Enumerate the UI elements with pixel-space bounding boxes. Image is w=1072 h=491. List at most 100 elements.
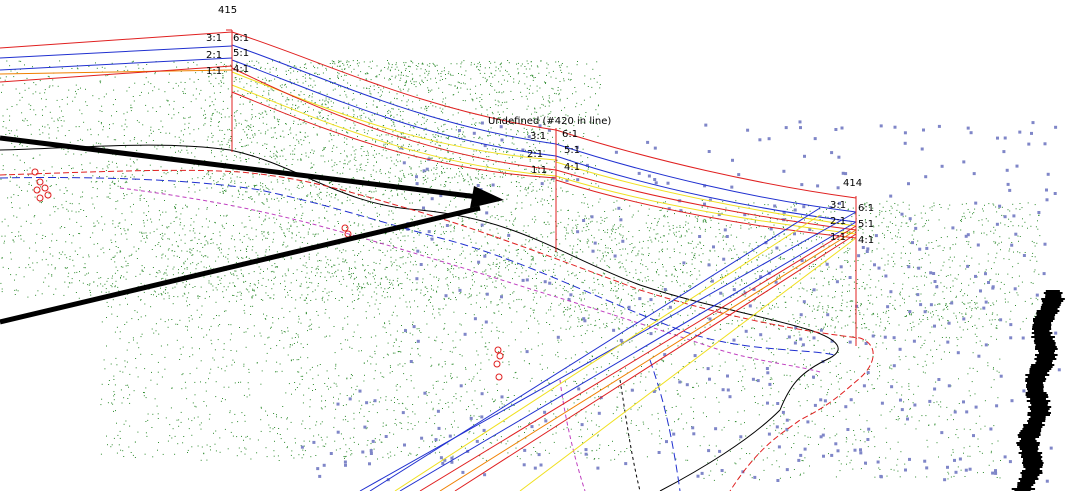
point bbox=[484, 77, 486, 79]
point bbox=[316, 193, 318, 195]
point bbox=[501, 92, 503, 94]
point bbox=[16, 184, 18, 186]
point bbox=[245, 126, 247, 128]
point bbox=[302, 402, 304, 404]
point bbox=[394, 68, 396, 70]
point bbox=[362, 265, 364, 267]
point bbox=[686, 231, 688, 233]
point bbox=[132, 337, 134, 339]
point bbox=[484, 388, 485, 390]
point bbox=[235, 123, 237, 125]
point bbox=[532, 117, 534, 119]
point bbox=[429, 186, 431, 188]
point bbox=[18, 186, 20, 188]
point bbox=[226, 214, 228, 216]
point bbox=[281, 332, 283, 334]
point bbox=[446, 381, 448, 383]
point bbox=[455, 398, 457, 400]
point bbox=[551, 87, 553, 89]
point bbox=[389, 172, 391, 174]
point bbox=[636, 314, 638, 316]
point bbox=[289, 344, 291, 346]
point bbox=[285, 123, 287, 125]
point bbox=[139, 186, 141, 188]
vegetation-point-cloud bbox=[0, 60, 1041, 481]
point bbox=[200, 459, 202, 461]
point bbox=[438, 129, 440, 131]
point bbox=[72, 235, 74, 237]
point bbox=[408, 65, 410, 67]
point bbox=[336, 164, 338, 166]
point bbox=[492, 76, 494, 78]
point bbox=[305, 297, 307, 299]
point bbox=[430, 185, 432, 187]
point bbox=[453, 94, 455, 96]
point bbox=[497, 111, 499, 113]
point bbox=[365, 456, 367, 458]
point bbox=[680, 301, 682, 303]
point bbox=[508, 264, 510, 265]
point bbox=[307, 357, 309, 359]
point bbox=[48, 137, 50, 139]
point bbox=[400, 239, 402, 241]
point bbox=[255, 252, 257, 254]
point bbox=[435, 393, 437, 395]
point bbox=[471, 279, 473, 281]
point bbox=[453, 230, 455, 232]
point bbox=[318, 222, 320, 224]
point bbox=[410, 167, 412, 169]
point bbox=[422, 281, 423, 283]
point bbox=[530, 247, 532, 249]
point bbox=[23, 276, 25, 278]
point bbox=[234, 112, 235, 114]
point bbox=[380, 89, 382, 91]
point bbox=[558, 61, 559, 63]
point bbox=[509, 294, 511, 295]
point bbox=[300, 217, 302, 219]
point bbox=[219, 191, 221, 193]
point bbox=[447, 73, 449, 75]
point bbox=[310, 118, 312, 120]
point bbox=[495, 148, 497, 150]
point bbox=[555, 287, 557, 289]
point bbox=[410, 353, 411, 355]
point bbox=[371, 356, 373, 358]
point bbox=[158, 210, 160, 212]
point bbox=[59, 106, 61, 108]
point bbox=[88, 272, 89, 274]
point bbox=[303, 67, 305, 68]
point bbox=[17, 195, 19, 196]
point bbox=[124, 123, 126, 125]
point bbox=[314, 102, 316, 104]
point bbox=[308, 156, 310, 158]
point bbox=[495, 66, 497, 68]
point bbox=[267, 62, 269, 64]
point bbox=[399, 120, 401, 122]
point bbox=[577, 224, 579, 225]
point bbox=[394, 77, 396, 79]
point bbox=[142, 270, 144, 272]
point bbox=[314, 234, 316, 236]
point bbox=[301, 242, 303, 243]
point bbox=[125, 233, 127, 235]
point bbox=[201, 314, 203, 316]
point bbox=[309, 415, 311, 417]
point bbox=[470, 62, 472, 64]
point bbox=[93, 281, 95, 283]
point bbox=[486, 252, 488, 254]
point bbox=[62, 116, 64, 117]
point bbox=[334, 214, 336, 216]
point bbox=[511, 161, 513, 163]
point bbox=[319, 276, 321, 278]
point bbox=[598, 104, 599, 106]
point bbox=[507, 151, 509, 153]
point bbox=[452, 238, 454, 240]
point bbox=[367, 158, 369, 160]
point bbox=[690, 243, 692, 244]
point bbox=[8, 268, 9, 270]
point bbox=[370, 240, 372, 242]
point bbox=[110, 258, 112, 260]
point bbox=[573, 402, 575, 404]
point bbox=[240, 113, 242, 115]
point bbox=[97, 152, 99, 154]
